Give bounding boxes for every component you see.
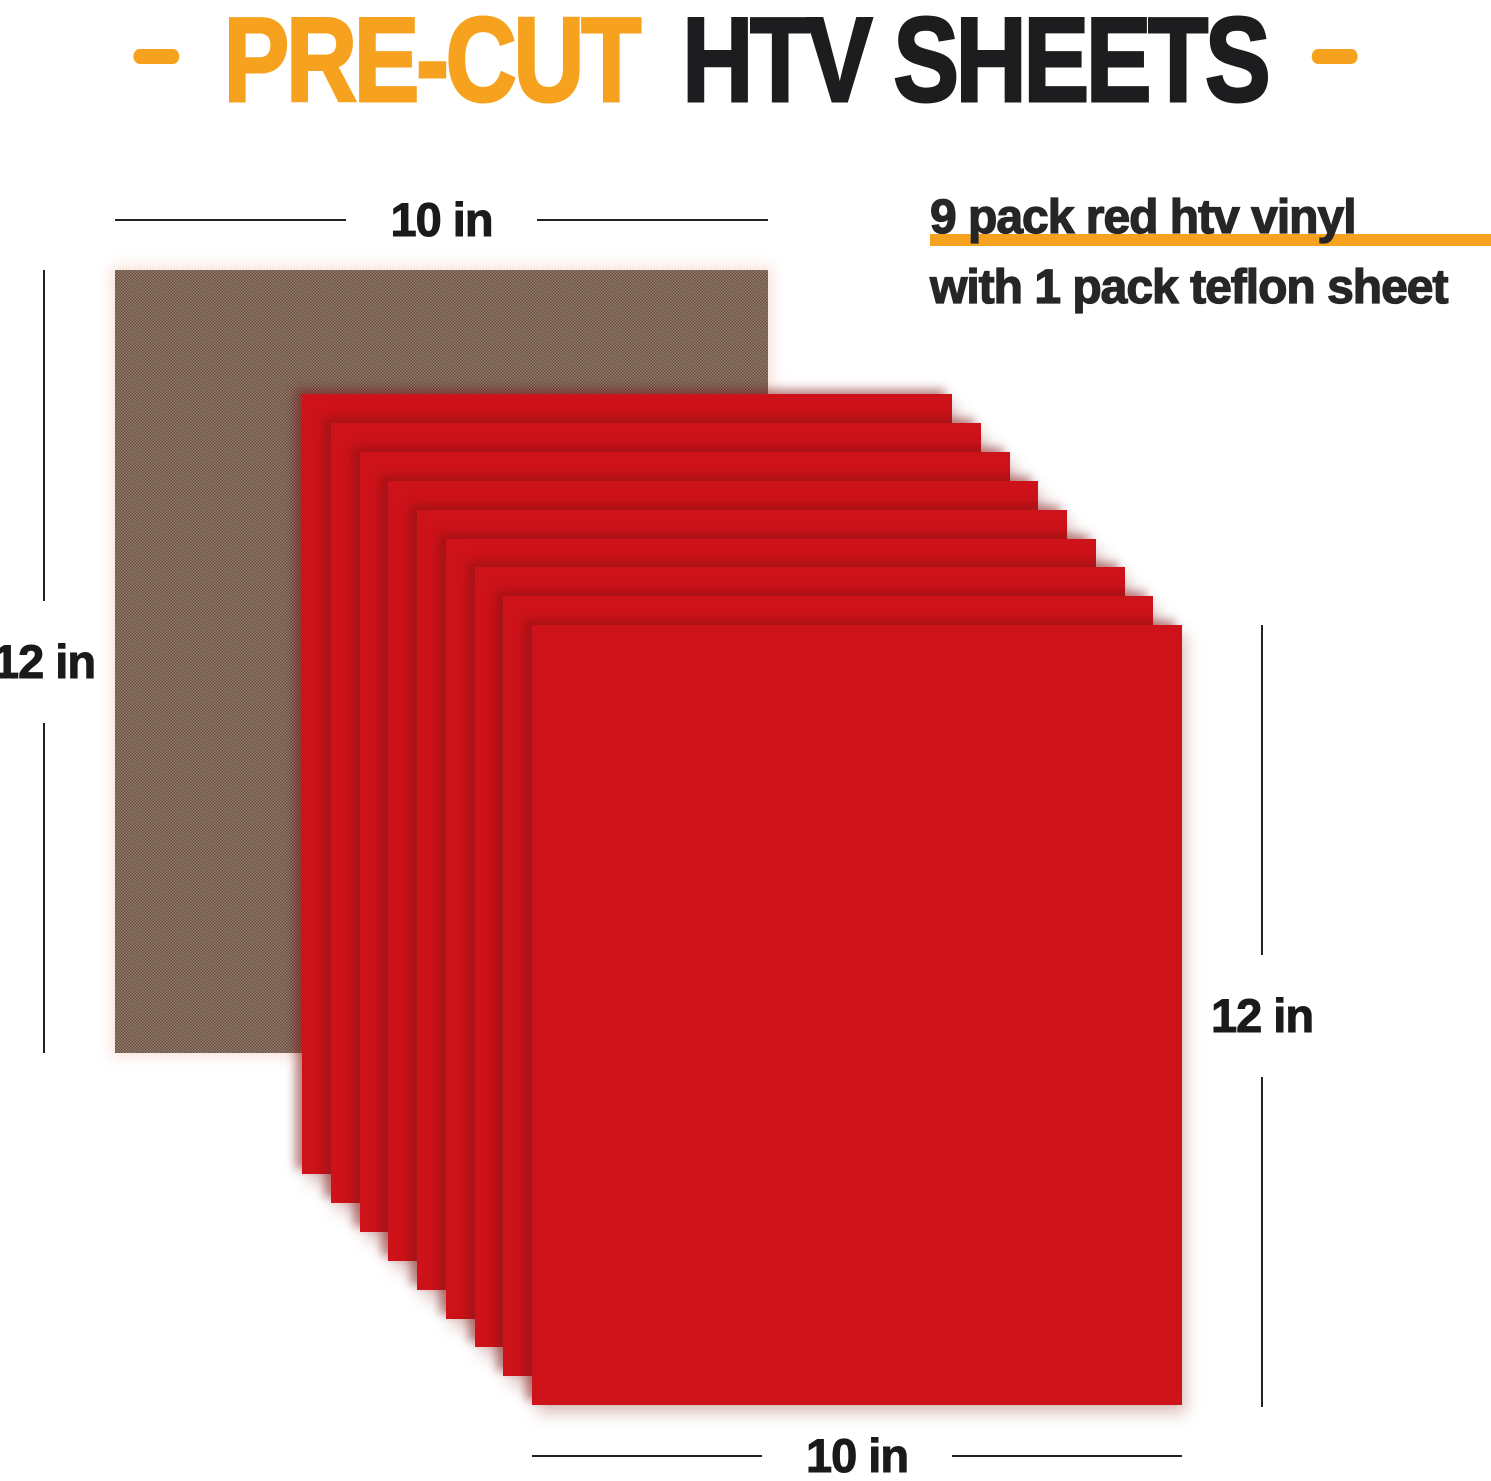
dimension-line	[43, 270, 45, 601]
red-vinyl-sheet	[532, 625, 1182, 1405]
dimension-label: 10 in	[805, 1429, 909, 1481]
title-highlight: PRE-CUT	[222, 0, 642, 127]
dimension-vinyl-height: 12 in	[1210, 625, 1315, 1407]
dimension-label: 12 in	[1210, 989, 1314, 1042]
page-title: PRE-CUT HTV SHEETS	[133, 0, 1358, 127]
title-dash-left-icon	[133, 48, 180, 64]
dimension-label: 12 in	[0, 634, 97, 688]
dimension-line	[1261, 625, 1263, 955]
dimension-line	[115, 219, 347, 221]
dimension-vinyl-width: 10 in	[532, 1429, 1183, 1481]
dimension-line	[1261, 1077, 1263, 1407]
dimension-label: 10 in	[390, 193, 494, 246]
dimension-line	[43, 722, 45, 1053]
dimension-line	[536, 219, 769, 221]
dimension-teflon-height: 12 in	[0, 270, 97, 1053]
dimension-teflon-width: 10 in	[115, 193, 769, 246]
callout-underline	[930, 234, 1491, 246]
dimension-line	[532, 1455, 762, 1457]
callout-line-1: 9 pack red htv vinyl	[929, 191, 1357, 244]
dimension-line	[952, 1455, 1183, 1457]
title-dash-right-icon	[1311, 48, 1358, 64]
title-rest: HTV SHEETS	[681, 0, 1272, 127]
callout: 9 pack red htv vinyl with 1 pack teflon …	[929, 191, 1449, 314]
callout-line-2: with 1 pack teflon sheet	[929, 261, 1449, 314]
